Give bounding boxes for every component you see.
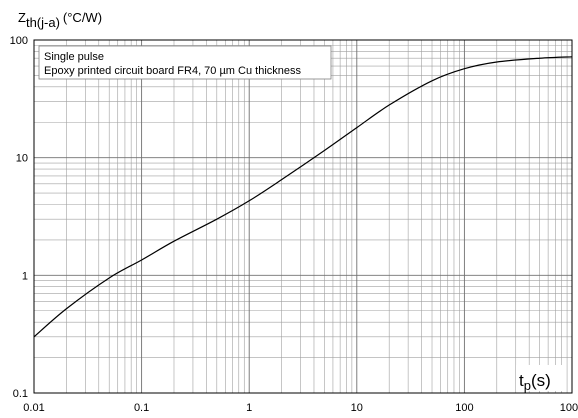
- annotation-box: [38, 45, 332, 80]
- y-axis-title-subscript: th(j-a): [26, 15, 60, 30]
- y-tick-label: 0.1: [13, 388, 28, 400]
- x-tick-label: 1: [246, 402, 252, 414]
- x-axis-title-main: t: [519, 371, 524, 390]
- x-tick-label: 10: [351, 402, 363, 414]
- plot-area: [34, 40, 572, 393]
- x-tick-label: 100: [455, 402, 473, 414]
- x-tick-label: 0.1: [134, 402, 149, 414]
- y-axis-title-unit: (°C/W): [63, 10, 102, 25]
- x-axis-title-subscript: p: [524, 378, 531, 393]
- y-axis-title-main: Z: [18, 10, 26, 25]
- y-tick-label: 100: [10, 35, 28, 47]
- series-group: [33, 56, 573, 338]
- y-tick-label: 1: [22, 270, 28, 282]
- x-axis-title-background: [516, 365, 566, 391]
- plot-frame: [33, 39, 573, 394]
- y-axis-title: Zth(j-a) (°C/W): [18, 10, 102, 30]
- annotation-line-2: Epoxy printed circuit board FR4, 70 µm C…: [44, 65, 302, 77]
- series-line-0: [33, 56, 573, 338]
- x-tick-label: 0.01: [23, 402, 44, 414]
- x-axis-title-unit: (s): [531, 371, 551, 390]
- x-axis-title: tp(s): [519, 371, 551, 393]
- annotation-line-1: Single pulse: [44, 51, 104, 63]
- y-tick-label: 10: [16, 153, 28, 165]
